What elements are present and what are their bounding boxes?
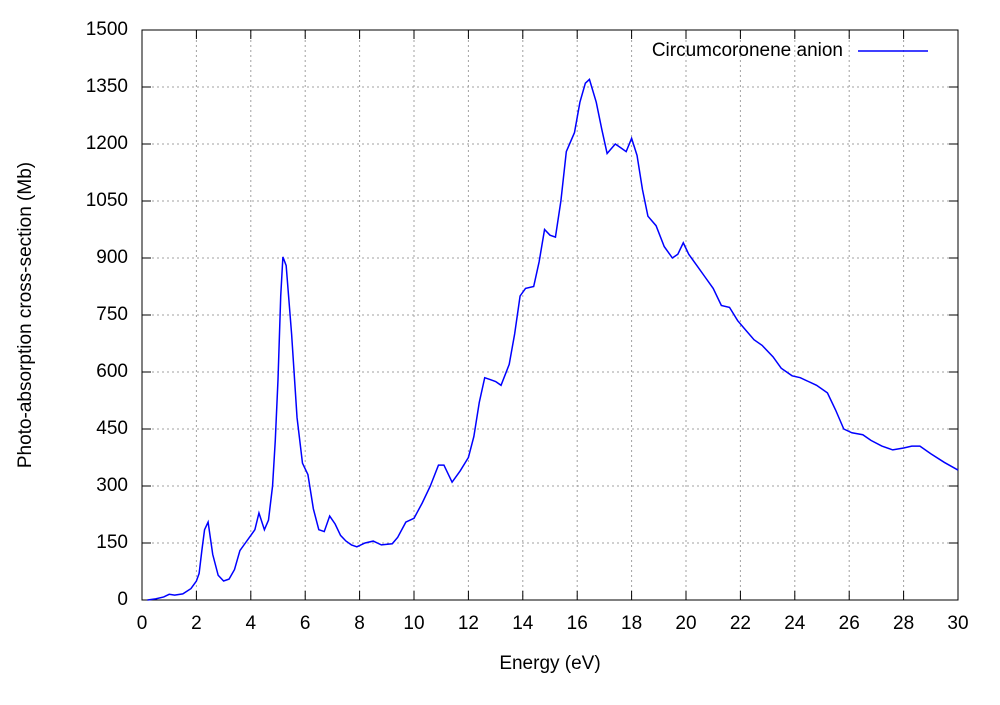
x-tick-label: 24 xyxy=(784,613,806,634)
y-axis-label: Photo-absorption cross-section (Mb) xyxy=(15,162,36,468)
x-tick-label: 16 xyxy=(567,613,588,634)
x-tick-label: 12 xyxy=(458,613,479,634)
y-tick-label: 600 xyxy=(96,361,128,382)
y-tick-label: 1350 xyxy=(86,76,128,97)
x-tick-label: 0 xyxy=(137,613,148,634)
plot-frame xyxy=(141,29,959,601)
y-tick-label: 300 xyxy=(96,475,128,496)
data-line xyxy=(147,78,959,601)
x-tick-label: 8 xyxy=(354,613,365,634)
x-tick-label: 30 xyxy=(947,613,968,634)
x-tick-label: 20 xyxy=(675,613,696,634)
y-tick-label: 750 xyxy=(96,304,128,325)
x-tick-label: 26 xyxy=(839,613,860,634)
x-tick-label: 22 xyxy=(730,613,751,634)
y-tick-label: 1500 xyxy=(86,19,128,40)
y-tick-label: 1200 xyxy=(86,133,128,154)
x-tick-label: 28 xyxy=(893,613,914,634)
y-tick-label: 150 xyxy=(96,532,128,553)
x-tick-label: 2 xyxy=(191,613,202,634)
y-tick-label: 900 xyxy=(96,247,128,268)
x-tick-label: 14 xyxy=(512,613,534,634)
legend-label: Circumcoronene anion xyxy=(652,40,843,61)
x-tick-label: 18 xyxy=(621,613,642,634)
x-axis-label: Energy (eV) xyxy=(499,653,600,674)
x-tick-label: 10 xyxy=(403,613,424,634)
y-tick-label: 450 xyxy=(96,418,128,439)
y-tick-label: 1050 xyxy=(86,190,128,211)
y-tick-label: 0 xyxy=(117,589,128,610)
x-tick-label: 4 xyxy=(246,613,257,634)
x-tick-label: 6 xyxy=(300,613,311,634)
